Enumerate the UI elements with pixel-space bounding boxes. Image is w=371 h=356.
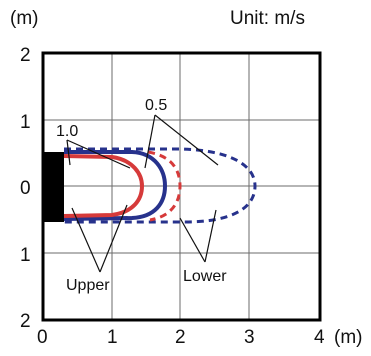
contour-label-1.0: 1.0 bbox=[56, 123, 78, 140]
lower-label: Lower bbox=[183, 268, 227, 285]
x-unit-label: (m) bbox=[334, 327, 362, 348]
y-unit-label: (m) bbox=[10, 8, 38, 29]
y-tick-label-top-2: 2 bbox=[20, 45, 31, 66]
contour-label-0.5: 0.5 bbox=[145, 97, 167, 114]
x-tick-label-2: 2 bbox=[175, 327, 186, 348]
unit-note: Unit: m/s bbox=[230, 8, 305, 29]
x-tick-label-4: 4 bbox=[314, 327, 325, 348]
source-block bbox=[43, 152, 64, 222]
x-tick-label-1: 1 bbox=[107, 327, 118, 348]
y-tick-label-bottom-2: 2 bbox=[20, 311, 31, 332]
y-tick-label-bottom-1: 1 bbox=[20, 245, 31, 266]
x-tick-label-3: 3 bbox=[244, 327, 255, 348]
y-tick-label-0: 0 bbox=[20, 178, 31, 199]
upper-label: Upper bbox=[66, 277, 110, 294]
y-tick-label-top-1: 1 bbox=[20, 112, 31, 133]
x-tick-label-0: 0 bbox=[37, 327, 48, 348]
leader-lower-b bbox=[205, 210, 216, 262]
leader-lower-a bbox=[180, 218, 205, 262]
